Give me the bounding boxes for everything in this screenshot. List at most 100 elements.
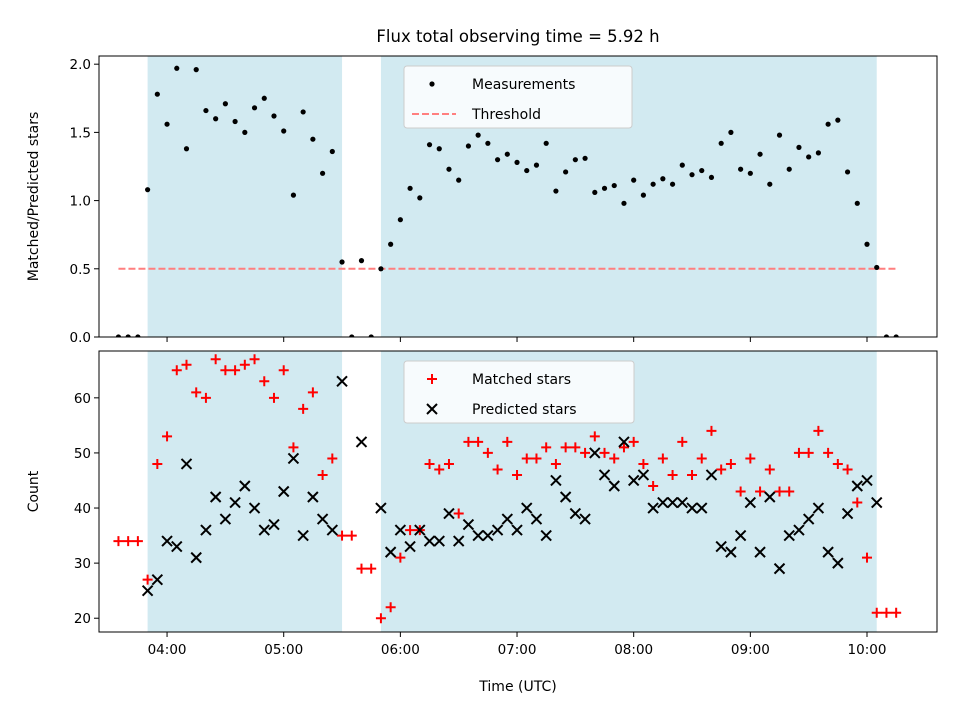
- data-point: [815, 150, 821, 156]
- data-point: [501, 513, 514, 525]
- data-point: [384, 546, 397, 558]
- data-point: [716, 464, 727, 475]
- data-point: [366, 563, 377, 574]
- data-point: [494, 157, 501, 163]
- data-point: [171, 365, 182, 376]
- data-point: [209, 491, 222, 503]
- data-point: [657, 496, 669, 509]
- data-point: [735, 486, 746, 497]
- legend: Measurements Threshold: [403, 65, 633, 129]
- data-point: [288, 442, 299, 453]
- data-point: [559, 491, 572, 503]
- data-point: [783, 529, 795, 542]
- data-point: [854, 200, 860, 206]
- data-point: [407, 185, 413, 191]
- data-point: [514, 159, 520, 165]
- data-point: [433, 535, 445, 547]
- data-point: [190, 551, 202, 564]
- data-point: [531, 453, 542, 464]
- data-point: [592, 189, 598, 196]
- data-point: [825, 121, 831, 127]
- data-point: [446, 166, 452, 172]
- data-point: [806, 154, 812, 160]
- data-point: [337, 530, 348, 541]
- data-point: [152, 458, 163, 469]
- legend-box: [403, 65, 633, 129]
- data-point: [745, 453, 756, 464]
- data-point: [424, 458, 435, 469]
- data-point: [251, 105, 258, 111]
- data-point: [786, 166, 792, 172]
- data-point: [861, 474, 873, 487]
- data-point: [132, 536, 143, 547]
- data-point: [125, 334, 131, 337]
- data-point: [307, 491, 319, 503]
- data-point: [316, 513, 329, 525]
- legend-marker: [426, 403, 438, 415]
- data-point: [609, 453, 620, 464]
- data-point: [307, 387, 318, 398]
- data-point: [180, 458, 193, 470]
- data-point: [329, 148, 335, 155]
- data-point: [141, 584, 154, 597]
- data-point: [230, 365, 241, 376]
- data-point: [397, 217, 403, 223]
- data-point: [232, 118, 238, 125]
- data-point: [734, 529, 747, 542]
- x-tick-label: 07:00: [498, 642, 537, 658]
- data-point: [550, 458, 561, 469]
- data-point: [213, 116, 219, 122]
- data-point: [181, 359, 192, 370]
- data-point: [378, 266, 384, 272]
- data-point: [229, 496, 241, 509]
- data-point: [773, 562, 786, 575]
- data-point: [823, 447, 834, 458]
- data-point: [162, 431, 173, 442]
- data-point: [388, 241, 394, 247]
- data-point: [281, 128, 287, 134]
- axes-frame: [98, 55, 938, 338]
- data-point: [395, 552, 406, 563]
- data-point: [417, 195, 423, 201]
- data-point: [530, 513, 543, 525]
- data-point: [290, 192, 297, 198]
- data-point: [803, 447, 814, 458]
- data-point: [405, 525, 416, 536]
- x-axis-label: Time (UTC): [478, 679, 556, 695]
- data-point: [183, 146, 190, 152]
- data-point: [404, 540, 416, 553]
- data-point: [864, 241, 870, 247]
- data-point: [200, 392, 211, 403]
- data-point: [278, 485, 290, 498]
- data-point: [611, 182, 617, 189]
- data-point: [239, 480, 251, 492]
- data-point: [842, 464, 853, 475]
- figure-title: Flux total observing time = 5.92 h: [376, 27, 659, 46]
- data-point: [793, 524, 805, 536]
- data-point: [764, 491, 776, 503]
- data-point: [154, 91, 160, 97]
- data-point: [755, 486, 766, 497]
- data-point: [492, 464, 503, 475]
- data-point: [502, 436, 513, 447]
- legend-box: [403, 360, 635, 424]
- data-point: [553, 188, 559, 194]
- data-point: [317, 469, 328, 480]
- data-point: [258, 524, 270, 536]
- data-point: [725, 458, 736, 469]
- data-point: [164, 121, 170, 127]
- data-point: [563, 169, 569, 175]
- data-point: [339, 259, 345, 265]
- data-point: [248, 502, 261, 514]
- y-tick-label: 40: [74, 501, 91, 517]
- data-point: [113, 536, 124, 547]
- data-point: [687, 469, 698, 480]
- data-point: [677, 436, 688, 447]
- y-tick-label: 20: [74, 611, 91, 627]
- data-point: [715, 540, 727, 553]
- data-point: [512, 469, 523, 480]
- data-point: [462, 518, 475, 531]
- y-tick-label: 1.5: [70, 125, 91, 141]
- data-point: [541, 442, 552, 453]
